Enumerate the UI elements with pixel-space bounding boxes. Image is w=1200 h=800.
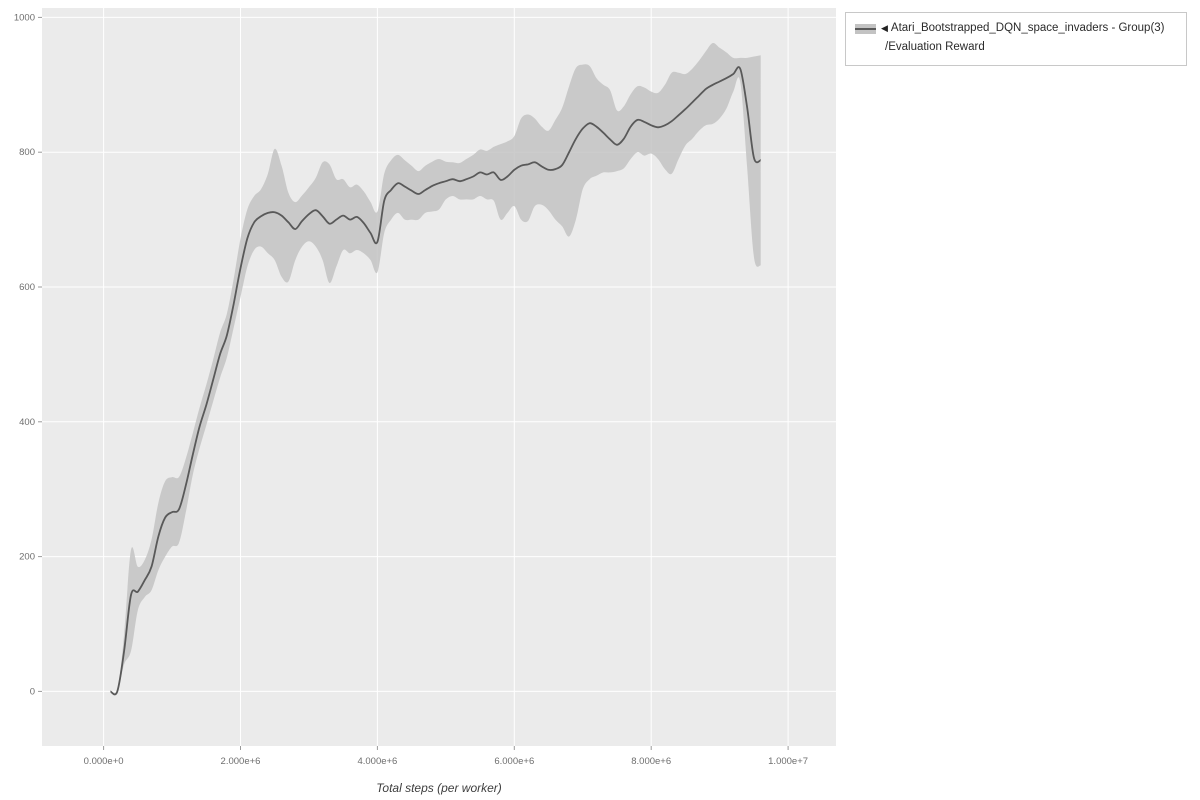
legend-metric-row: /Evaluation Reward — [885, 39, 1177, 57]
x-tick-label: 4.000e+6 — [357, 756, 397, 767]
legend-metric-label: /Evaluation Reward — [885, 40, 985, 53]
x-tick-label: 8.000e+6 — [631, 756, 671, 767]
y-tick-label: 600 — [19, 282, 35, 293]
y-tick-label: 200 — [19, 552, 35, 563]
legend-series-label: Atari_Bootstrapped_DQN_space_invaders - … — [890, 22, 1165, 34]
legend-collapse-icon[interactable]: ◀ — [881, 22, 888, 33]
x-tick-label: 0.000e+0 — [84, 756, 124, 767]
mean-line — [109, 66, 762, 696]
legend[interactable]: ◀ Atari_Bootstrapped_DQN_space_invaders … — [845, 12, 1187, 66]
y-tick-label: 800 — [19, 147, 35, 158]
confidence-band — [110, 42, 761, 696]
y-tick-label: 1000 — [14, 12, 35, 23]
legend-entry: ◀ Atari_Bootstrapped_DQN_space_invaders … — [855, 20, 1177, 38]
x-axis-label: Total steps (per worker) — [376, 781, 502, 795]
y-tick-label: 400 — [19, 417, 35, 428]
x-tick-label: 6.000e+6 — [494, 756, 534, 767]
legend-series-swatch — [855, 23, 876, 34]
legend-line-icon — [855, 27, 876, 30]
x-tick-label: 1.000e+7 — [768, 756, 808, 767]
y-tick-label: 0 — [30, 686, 35, 697]
plot-background — [42, 8, 836, 746]
x-tick-label: 2.000e+6 — [221, 756, 261, 767]
